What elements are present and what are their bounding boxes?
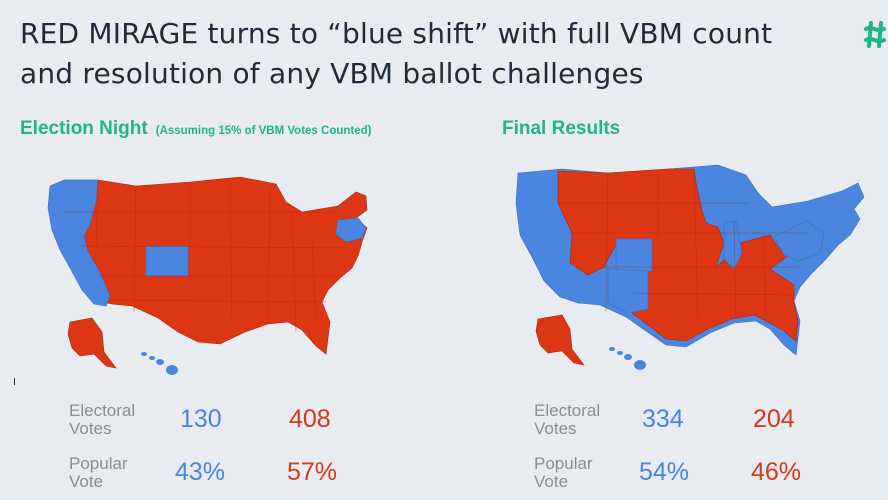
left-popular-dem: 43% xyxy=(175,458,226,486)
map-mainland-red xyxy=(63,176,368,355)
right-electoral-dem: 334 xyxy=(642,405,684,433)
left-popular-rep: 57% xyxy=(287,458,338,486)
title-line-2: and resolution of any VBM ballot challen… xyxy=(20,57,644,90)
map-northeast-blue xyxy=(335,217,367,243)
final-results-heading: Final Results xyxy=(502,118,621,139)
map-westcoast-blue xyxy=(47,179,111,307)
right-electoral-rep: 204 xyxy=(753,405,795,433)
map-hawaii-blue xyxy=(609,347,646,370)
map-colorado-blue xyxy=(615,238,653,272)
map-alaska-red xyxy=(67,317,117,369)
left-popular-label: Popular Vote xyxy=(69,454,128,491)
brand-logo-icon xyxy=(862,19,888,49)
map-alaska-red xyxy=(535,314,585,366)
slide-title: RED MIRAGE turns to “blue shift” with fu… xyxy=(20,14,820,94)
election-night-subheading: (Assuming 15% of VBM Votes Counted) xyxy=(155,125,372,137)
title-line-1: RED MIRAGE turns to “blue shift” with fu… xyxy=(20,17,773,50)
map-interior-red xyxy=(557,168,799,342)
election-night-map xyxy=(47,176,368,375)
map-newmexico-blue xyxy=(607,268,649,314)
right-popular-rep: 46% xyxy=(751,458,802,486)
map-colorado-blue xyxy=(145,245,189,277)
map-hawaii-blue xyxy=(141,352,178,375)
right-popular-label: Popular Vote xyxy=(534,454,593,491)
map-midatlantic-blue xyxy=(773,220,825,262)
left-electoral-label: Electoral Votes xyxy=(69,401,136,438)
election-night-heading: Election Night (Assuming 15% of VBM Votes… xyxy=(20,118,372,139)
right-popular-dem: 54% xyxy=(639,458,690,486)
left-electoral-dem: 130 xyxy=(180,405,222,433)
final-results-map xyxy=(515,164,865,370)
right-electoral-label: Electoral Votes xyxy=(534,401,601,438)
tick-mark xyxy=(14,378,15,385)
left-electoral-rep: 408 xyxy=(289,405,331,433)
